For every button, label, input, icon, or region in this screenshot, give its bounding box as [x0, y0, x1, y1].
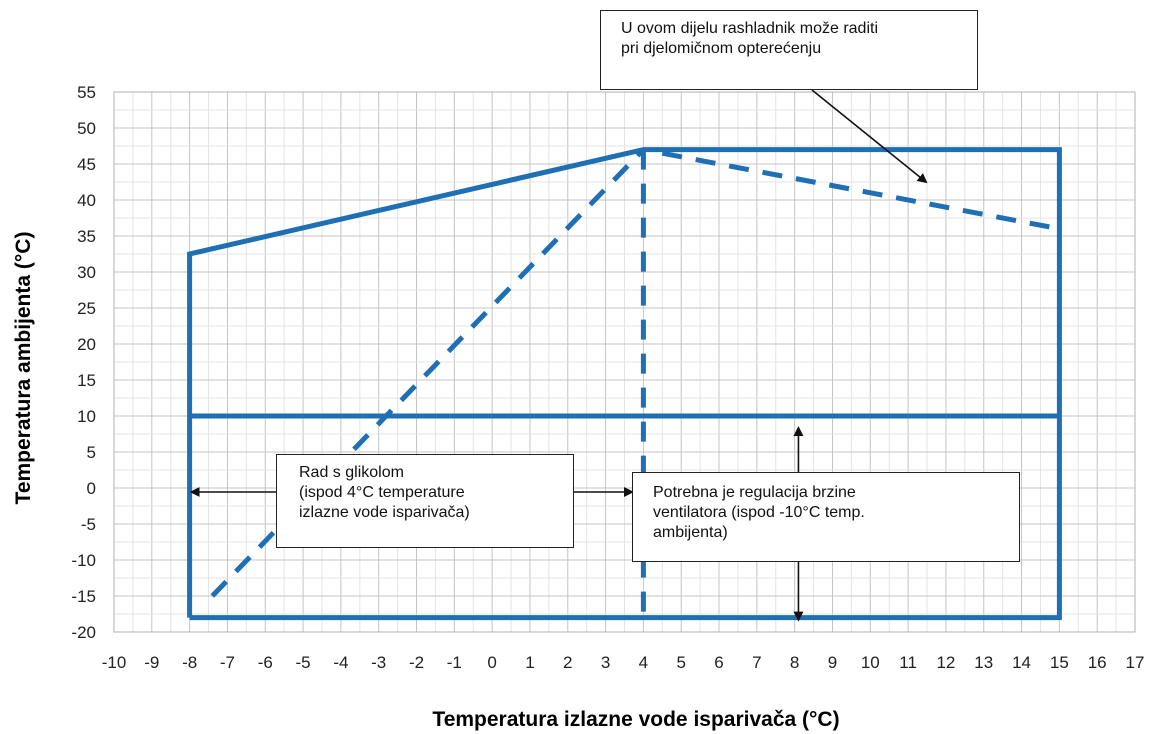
x-axis-title: Temperatura izlazne vode isparivača (°C)	[432, 708, 839, 731]
x-tick-label: 10	[861, 653, 880, 672]
y-tick-label: 50	[77, 119, 96, 138]
tick-labels: -10 -9 -8 -7 -6 -5 -4 -3 -2 -1 0 1 2 3 4 5 6 7 8 9 10 11 12 13 1…	[71, 83, 1144, 672]
x-tick-label: 3	[601, 653, 610, 672]
x-tick-label: -8	[182, 653, 197, 672]
annotation-line: U ovom dijelu rashladnik može raditi	[621, 20, 878, 37]
x-tick-label: -9	[144, 653, 159, 672]
annotation-arrow	[811, 89, 928, 184]
annotation-glycol: Rad s glikolom (ispod 4°C temperature iz…	[276, 454, 574, 548]
y-tick-label: -10	[71, 551, 96, 570]
x-tick-label: 15	[1050, 653, 1069, 672]
y-tick-label: 30	[77, 263, 96, 282]
x-tick-label: -7	[220, 653, 235, 672]
x-tick-label: 2	[563, 653, 572, 672]
y-tick-label: 40	[77, 191, 96, 210]
x-tick-label: 9	[828, 653, 837, 672]
y-tick-label: 35	[77, 227, 96, 246]
annotation-line: ventilatora (ispod -10°C temp.	[653, 504, 865, 521]
y-tick-label: 25	[77, 299, 96, 318]
y-tick-label: -5	[81, 515, 96, 534]
x-tick-label: 0	[487, 653, 496, 672]
annotation-partial-load: U ovom dijelu rashladnik može raditi pri…	[600, 10, 978, 90]
y-tick-label: 10	[77, 407, 96, 426]
x-tick-label: 14	[1012, 653, 1031, 672]
y-tick-label: 20	[77, 335, 96, 354]
plot-frame	[113, 91, 1136, 633]
y-tick-label: 0	[87, 479, 96, 498]
x-tick-label: -2	[409, 653, 424, 672]
envelope-line	[187, 147, 1062, 621]
y-tick-label: 5	[87, 443, 96, 462]
x-tick-label: 6	[714, 653, 723, 672]
x-tick-label: 12	[936, 653, 955, 672]
annotation-line: Potrebna je regulacija brzine	[653, 484, 856, 501]
y-tick-label: 45	[77, 155, 96, 174]
annotation-line: izlazne vode isparivača)	[299, 504, 470, 521]
annotation-line: (ispod 4°C temperature	[299, 484, 465, 501]
dashed-line	[661, 150, 1060, 232]
x-tick-label: -6	[258, 653, 273, 672]
annotation-line: pri djelomičnom opterećenju	[621, 40, 822, 57]
y-tick-label: 15	[77, 371, 96, 390]
x-tick-label: 16	[1088, 653, 1107, 672]
x-tick-label: -4	[333, 653, 348, 672]
x-tick-label: 17	[1126, 653, 1145, 672]
y-tick-label: -15	[71, 587, 96, 606]
annotation-line: Rad s glikolom	[299, 464, 404, 481]
y-tick-label: -20	[71, 623, 96, 642]
x-tick-label: 11	[899, 653, 917, 672]
x-tick-label: 1	[525, 653, 534, 672]
annotation-fan-speed: Potrebna je regulacija brzine ventilator…	[632, 472, 1020, 562]
x-tick-label: 5	[676, 653, 685, 672]
x-tick-label: 8	[790, 653, 799, 672]
y-tick-label: 55	[77, 83, 96, 102]
x-tick-label: -5	[296, 653, 311, 672]
annotation-line: ambijenta)	[653, 524, 728, 541]
annotation-arrows	[189, 89, 928, 622]
x-tick-label: -1	[447, 653, 462, 672]
y-axis-title: Temperatura ambijenta (°C)	[12, 232, 35, 505]
x-tick-label: -3	[371, 653, 386, 672]
x-tick-label: 13	[974, 653, 993, 672]
x-tick-label: 7	[752, 653, 761, 672]
x-tick-label: -10	[102, 653, 127, 672]
x-tick-label: 4	[639, 653, 648, 672]
